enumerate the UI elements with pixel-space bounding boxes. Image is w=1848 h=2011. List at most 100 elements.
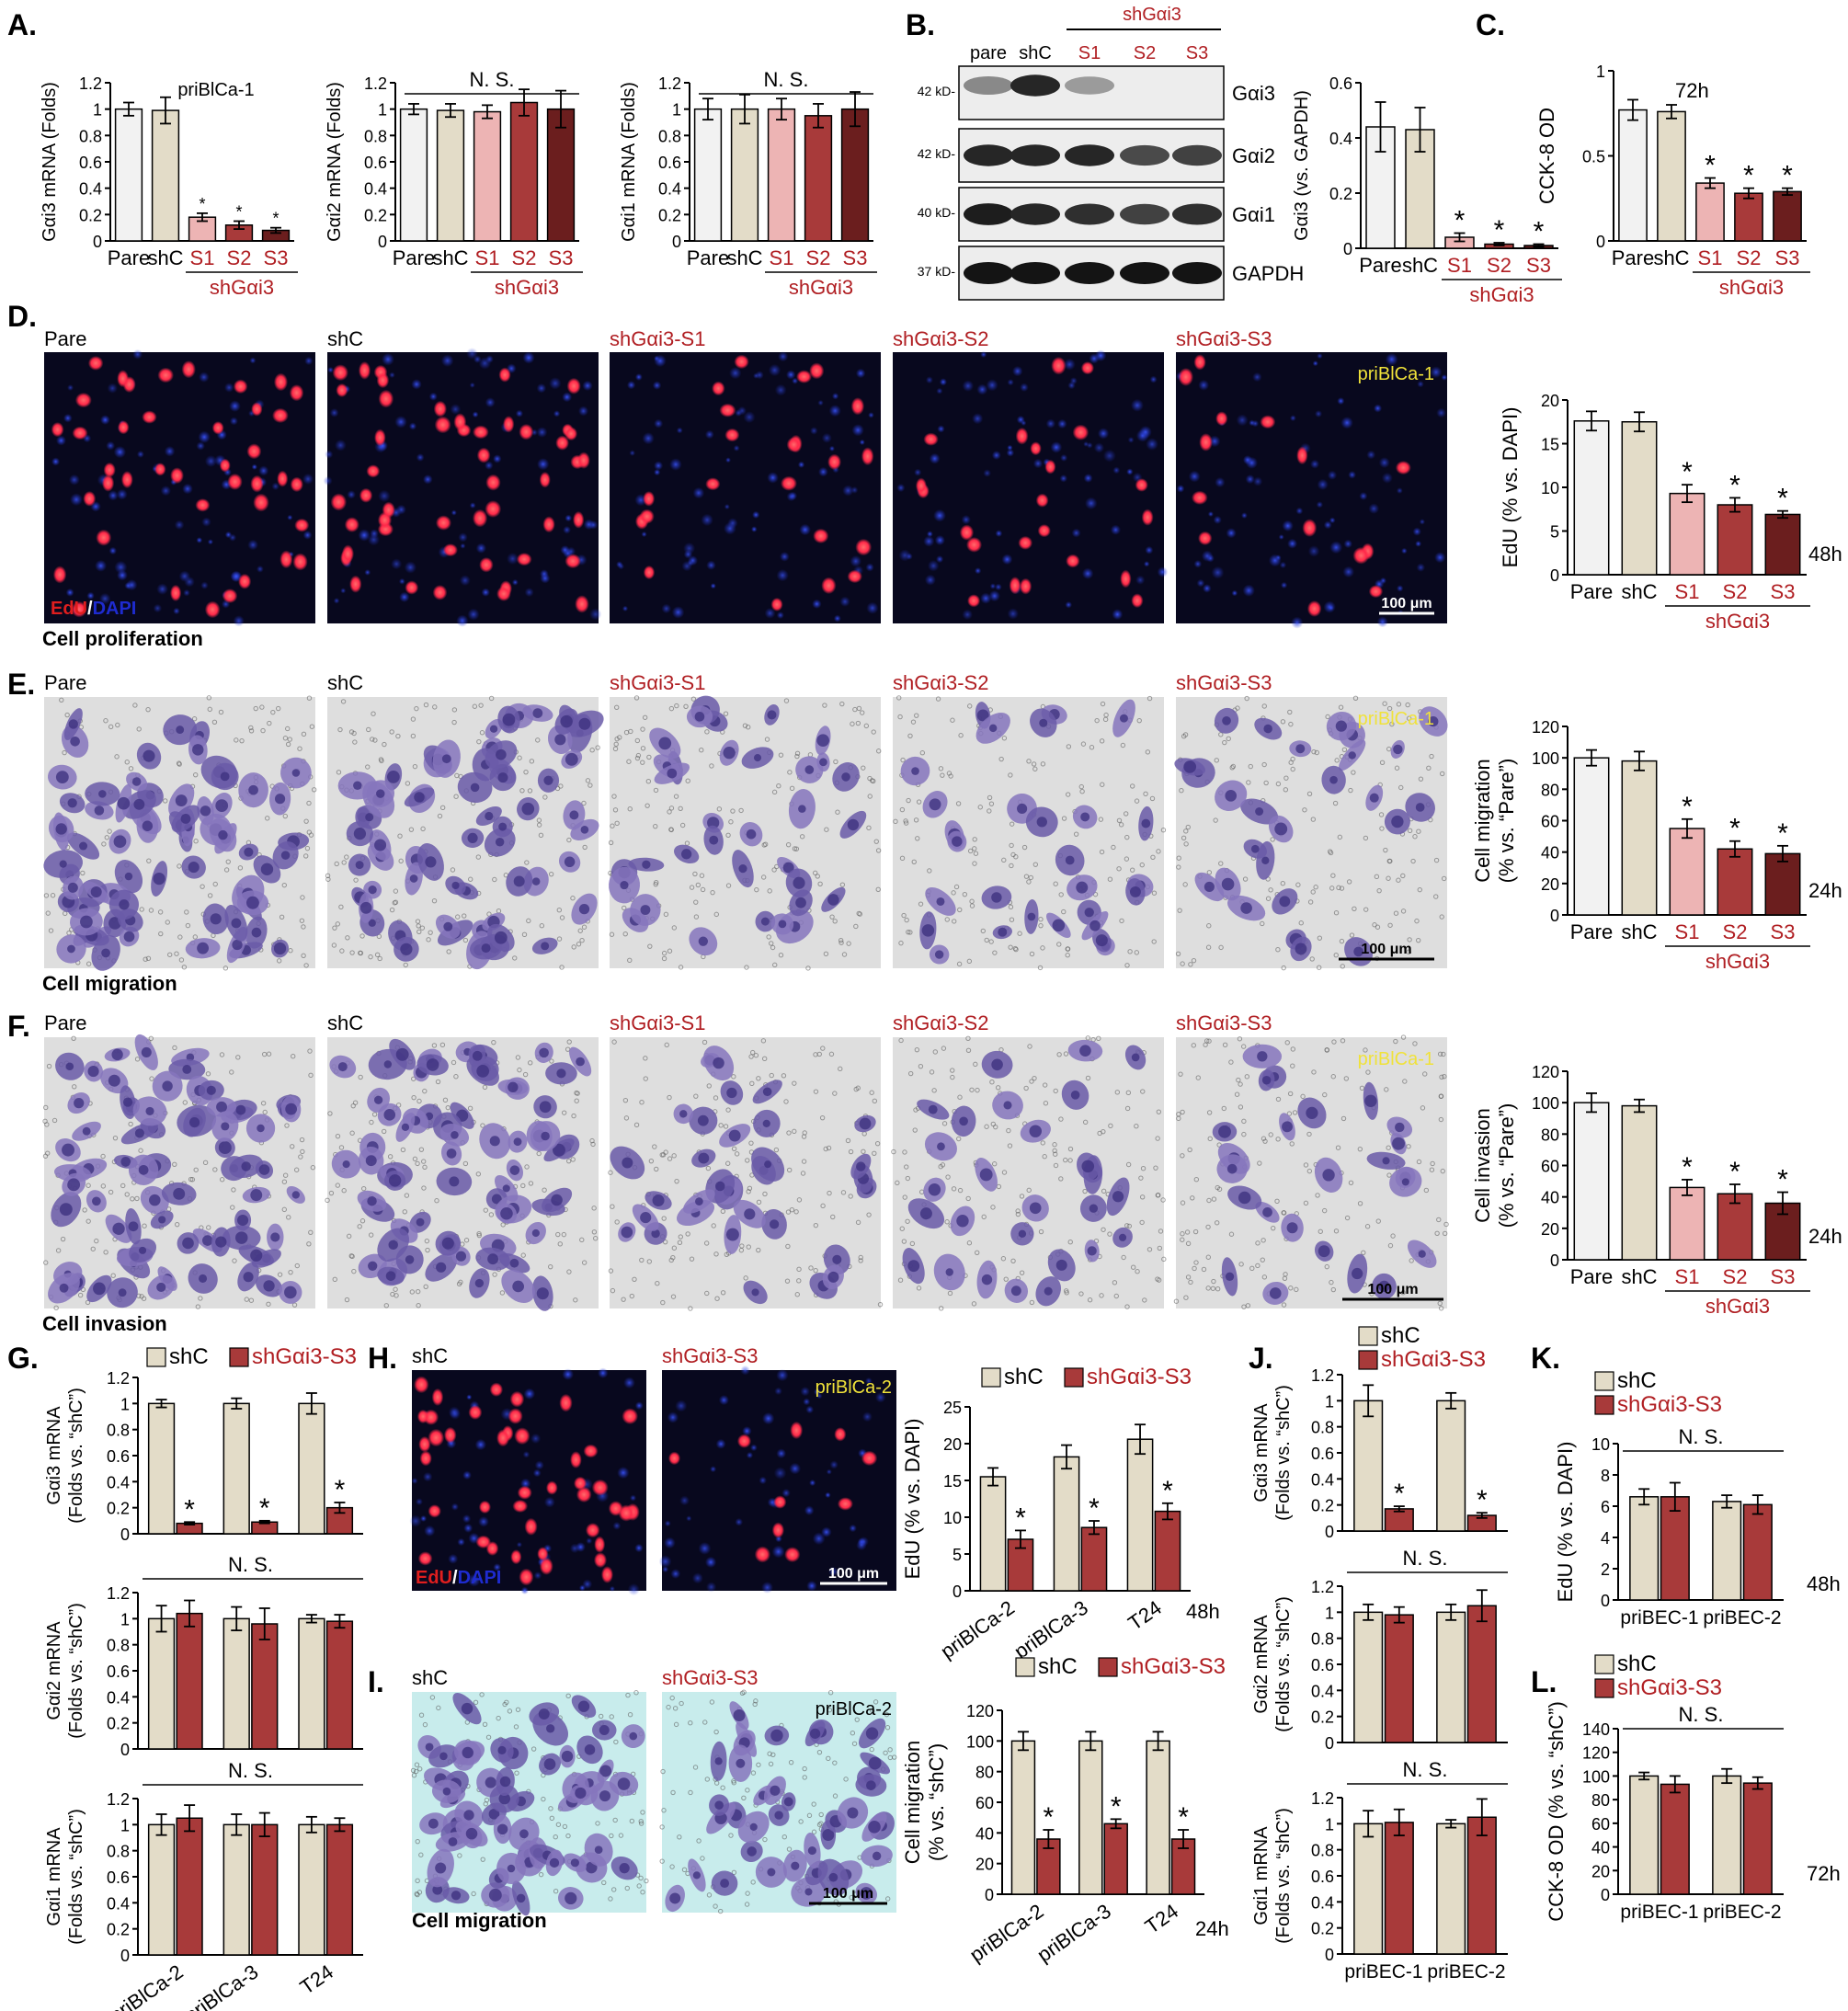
panel-f-1-cell-nucleus [216,1101,227,1113]
panel-f-3-cell-nucleus [751,1288,759,1297]
chart-f-time-label: 24h [1808,1225,1842,1248]
chart-a-2-ns-label: N. S. [470,68,515,91]
panel-f-5-membrane-pore [1436,1217,1442,1223]
panel-e-5-membrane-pore [1412,834,1418,840]
panel-f-4-membrane-pore [940,1162,946,1168]
chart-b-quant-category-label: S3 [1526,254,1551,277]
chart-b-quant-significance-star: * [1534,217,1545,247]
panel-f-1-membrane-pore [299,1137,305,1143]
panel-d-4-edu-nucleus [1141,508,1154,526]
chart-b-quant-tick-label: 0.4 [1329,130,1352,148]
legend-k-swatch [1594,1395,1614,1415]
panel-d-1-dapi-nucleus [196,441,205,451]
panel-e-5-membrane-pore [1275,946,1281,953]
chart-f-category-label: shC [1621,1265,1657,1288]
panel-f-3-cell-nucleus [762,1087,772,1097]
panel-f-3-membrane-pore [746,1189,751,1194]
panel-f-4-membrane-pore [1019,1194,1025,1199]
panel-f-3-membrane-pore [756,1199,762,1205]
panel-e-2-membrane-pore [351,730,357,737]
panel-f-1-cell-nucleus [87,1066,99,1078]
panel-e-4-membrane-pore [956,961,963,967]
panel-f-1-membrane-pore [128,1121,133,1127]
panel-f-5-membrane-pore [1241,1131,1247,1137]
panel-e-5-membrane-pore [1389,721,1395,727]
panel-d-2-edu-nucleus [565,427,578,441]
edu-legend: EdU [51,599,87,619]
panel-i-1-cell-nucleus [488,1888,502,1902]
panel-i-1-cell-nucleus [629,1731,638,1741]
panel-f-4-membrane-pore [898,1037,904,1044]
panel-e-2-membrane-pore [523,769,529,775]
panel-e-5-cell-nucleus [1261,856,1270,864]
panel-i-1-cell-nucleus [519,1829,529,1839]
panel-e-2-membrane-pore [450,867,456,873]
panel-e-2-membrane-pore [337,726,343,733]
panel-e-2-cell-nucleus [532,708,543,718]
panel-d-3-dapi-nucleus [774,383,787,396]
panel-f-3-membrane-pore [639,1257,645,1263]
panel-f-3-membrane-pore [643,1076,648,1081]
panel-f-4-membrane-pore [1007,1143,1013,1148]
panel-e-4-cell-nucleus [991,892,1002,903]
panel-d-2-dapi-nucleus [506,553,519,566]
chart-j-1-shc-bar [1353,1400,1384,1532]
panel-e-4-cell-nucleus [1089,920,1101,931]
panel-e-1-membrane-pore [306,695,313,701]
panel-e-4-membrane-pore [893,818,898,825]
panel-f-5-membrane-pore [1420,1105,1426,1111]
panel-f-2-membrane-pore [415,1160,420,1167]
panel-f-1-cell-nucleus [111,1048,123,1061]
panel-i-2-cell-nucleus [733,1708,746,1721]
panel-d-4-dapi-nucleus [988,589,1000,602]
panel-e-2-cell-nucleus [543,775,553,785]
panel-f-2-membrane-pore [520,1252,526,1258]
panel-e-2-membrane-pore [476,738,482,745]
chart-b-quant-significance-star: * [1494,215,1505,246]
panel-f-3-membrane-pore [769,1072,774,1079]
panel-e-1-membrane-pore [253,705,258,712]
panel-h-2-dapi-nucleus [762,1411,775,1425]
panel-f-1-cell-nucleus [92,1196,101,1206]
panel-d-1-edu-nucleus [157,367,175,383]
panel-e-1-cell-nucleus [79,841,88,851]
panel-d-5-edu-nucleus [1368,585,1384,599]
chart-g-1-tick-label: 0.6 [107,1447,130,1466]
panel-d-5-edu-nucleus [1306,600,1322,617]
panel-i-label: shGαi3-S3 [662,1666,758,1689]
panel-h-2-dapi-nucleus [825,1491,831,1499]
panel-e-3-cell-nucleus [698,936,709,946]
panel-f-1-cell-nucleus [93,1282,106,1296]
panel-f-4-membrane-pore [991,1161,998,1167]
panel-e-3-cell-nucleus [642,860,651,869]
panel-e-2-membrane-pore [335,921,340,927]
panel-f-5-membrane-pore [1274,1198,1280,1205]
panel-f-5-membrane-pore [1238,1262,1244,1267]
panel-e-3-membrane-pore [799,834,805,840]
panel-e-2-membrane-pore [389,729,394,735]
chart-e-ylabel: Cell migration [1471,759,1494,883]
panel-e-2-cell-nucleus [565,752,578,766]
panel-f-3-membrane-pore [753,1053,759,1058]
panel-d-5-dapi-nucleus [1385,352,1398,366]
panel-f-2-membrane-pore [475,1171,482,1177]
panel-d-3-edu-nucleus [643,565,656,580]
panel-e-2-cell-nucleus [374,839,387,851]
panel-d-3-dapi-nucleus [842,485,854,497]
chart-a-3-tick-label: 1.2 [658,74,681,93]
panel-e-4-membrane-pore [1099,738,1105,744]
panel-f-4-membrane-pore [1053,1151,1058,1157]
panel-e-4-membrane-pore [1118,822,1124,828]
panel-d-2-edu-nucleus [432,585,448,600]
panel-e-2-membrane-pore [589,748,595,753]
panel-d-3-dapi-nucleus [737,406,747,416]
panel-e-1-membrane-pore [306,800,312,806]
panel-f-2-membrane-pore [570,1157,576,1162]
panel-f-3-membrane-pore [762,1191,768,1197]
panel-d-4-dapi-nucleus [1139,425,1152,439]
panel-f-4-membrane-pore [957,1187,964,1194]
chart-l-tick-label: 20 [1591,1862,1610,1880]
panel-e-5-membrane-pore [1398,784,1404,791]
panel-f-1-membrane-pore [53,1305,59,1311]
panel-e-3-membrane-pore [642,714,648,720]
